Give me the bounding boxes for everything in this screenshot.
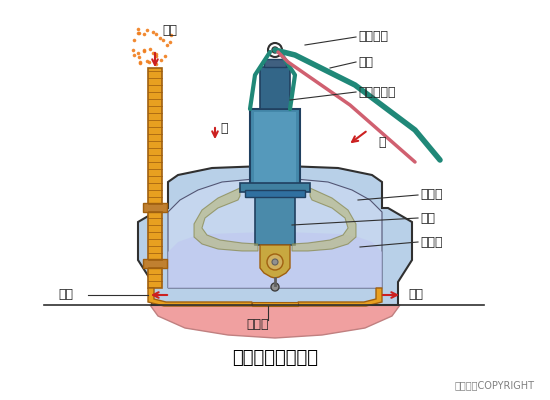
Polygon shape (260, 245, 290, 278)
Text: 水下空气扩散装置: 水下空气扩散装置 (232, 349, 318, 367)
Text: 水中发电机: 水中发电机 (358, 86, 395, 98)
Polygon shape (292, 188, 356, 251)
Polygon shape (194, 188, 258, 251)
Circle shape (272, 47, 278, 53)
Circle shape (267, 254, 283, 270)
Bar (143, 203, 167, 212)
Polygon shape (168, 178, 382, 288)
Text: 水: 水 (378, 136, 386, 148)
Bar (252, 302, 298, 306)
Text: 转子: 转子 (420, 212, 435, 224)
Circle shape (271, 283, 279, 291)
Text: 吸入罩: 吸入罩 (420, 188, 443, 202)
Text: 曝气口: 曝气口 (247, 318, 270, 330)
Polygon shape (150, 305, 400, 338)
Text: 水: 水 (220, 122, 228, 134)
Bar (255, 187, 295, 245)
Bar (250, 109, 300, 187)
Text: 气泡: 气泡 (408, 288, 423, 302)
Bar (260, 67, 290, 109)
Text: 排出罩: 排出罩 (420, 236, 443, 248)
Text: 水中吊索: 水中吊索 (358, 30, 388, 44)
Polygon shape (138, 166, 412, 305)
Bar (245, 190, 305, 197)
Text: 气泡: 气泡 (58, 288, 73, 302)
Text: 吊索: 吊索 (358, 56, 373, 68)
Polygon shape (168, 232, 382, 288)
Bar (254, 112, 296, 184)
Bar (143, 259, 167, 268)
Polygon shape (298, 288, 382, 306)
Bar (148, 68, 162, 288)
Text: 空气: 空气 (162, 24, 177, 36)
Text: 东方仿真COPYRIGHT: 东方仿真COPYRIGHT (455, 380, 535, 390)
Bar (240, 183, 310, 192)
Polygon shape (148, 288, 252, 306)
Bar (264, 59, 286, 67)
Circle shape (272, 259, 278, 265)
